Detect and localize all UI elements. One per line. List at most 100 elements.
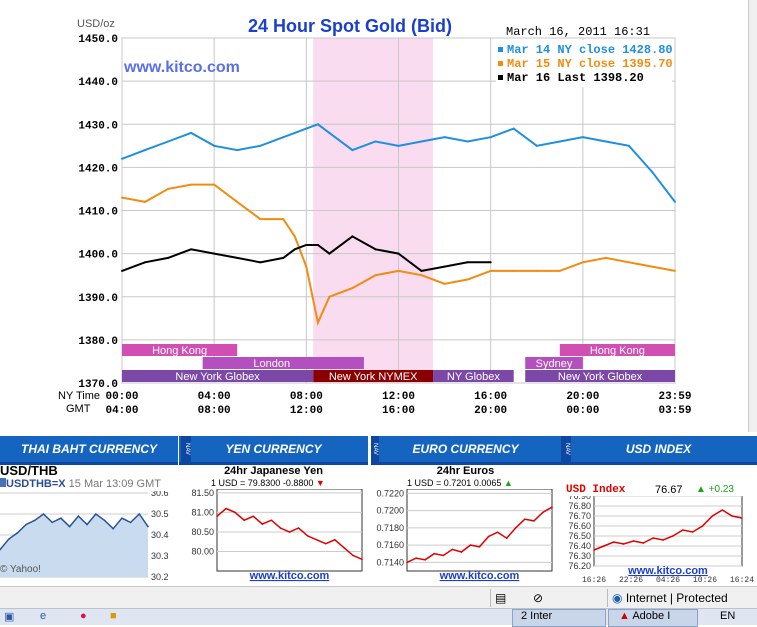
down-arrow-icon: ▼ [315, 478, 325, 488]
panel-plot-area [593, 496, 743, 567]
panel-y-tick: 0.7160 [376, 540, 404, 550]
gold-point [351, 287, 354, 290]
thai-baht-panel-header: THAI BAHT CURRENCY [0, 436, 178, 465]
panel-x-tick: 10:26 [693, 576, 717, 584]
taskbar-task-adobe[interactable]: ▲ Adobe I [608, 609, 698, 627]
euro-panel: EURO CURRENCY NAV 24hr Euros 1 USD = 0.7… [371, 436, 560, 586]
windows-taskbar: ▣ e ● ■ 2 Inter ▲ Adobe I EN [0, 608, 757, 627]
panel-y-tick: 0.7180 [376, 523, 404, 533]
gold-point [316, 123, 319, 126]
gold-point [316, 244, 319, 246]
ie-quicklaunch-icon[interactable]: e [40, 610, 47, 622]
gold-point [121, 269, 123, 272]
panel-point [632, 540, 635, 542]
taskbar-task-ie[interactable]: 2 Inter [512, 609, 606, 627]
panel-point [343, 546, 345, 549]
folder-icon[interactable]: ■ [110, 610, 117, 622]
gold-point [374, 140, 377, 143]
gold-point [581, 136, 584, 139]
x-tick-gmt: 00:00 [566, 405, 599, 417]
gold-point [144, 149, 147, 152]
x-tick-gmt: 04:00 [105, 405, 138, 417]
security-zone[interactable]: ◉ Internet | Protected Mode [607, 589, 757, 623]
gold-point [167, 140, 170, 143]
panel-point [51, 521, 54, 524]
gold-point [167, 187, 170, 190]
x-tick-ny: 20:00 [566, 391, 599, 403]
panel-point [297, 527, 300, 529]
gold-point [259, 144, 262, 147]
gold-point [328, 295, 331, 298]
euro-quote: 1 USD = 0.7201 [407, 478, 472, 488]
x-tick-ny: 00:00 [105, 391, 138, 403]
gold-point [121, 196, 123, 199]
yen-title: 24hr Japanese Yen [224, 465, 323, 477]
popup-blocker-icon[interactable]: ⊘ [533, 591, 544, 605]
yen-nav-tag[interactable]: NAV [181, 436, 191, 462]
panel-point [77, 515, 80, 517]
media-icon[interactable]: ● [80, 610, 87, 622]
usd-nav-tag[interactable]: NAV [561, 436, 571, 462]
panel-point [306, 535, 309, 537]
x-tick-gmt: 03:59 [658, 405, 691, 417]
panel-point [691, 531, 694, 533]
x-tick-gmt: 08:00 [198, 405, 231, 417]
x-tick-ny: 08:00 [290, 391, 323, 403]
panel-point [234, 511, 236, 514]
panel-point [94, 513, 97, 515]
thai-baht-panel: THAI BAHT CURRENCY USD/THB USDTHB=X 15 M… [0, 436, 178, 586]
y-tick-label: 1450.0 [78, 34, 118, 46]
x-tick-ny: 04:00 [198, 391, 231, 403]
y-tick-label: 1390.0 [78, 293, 118, 305]
gold-point [328, 252, 331, 255]
gold-point [581, 261, 584, 264]
x-tick-ny: 23:59 [658, 391, 691, 403]
page-icon[interactable]: ▤ [490, 589, 511, 607]
panel-point [225, 507, 227, 510]
gold-point [190, 183, 193, 186]
panel-point [147, 525, 149, 528]
gold-chart: Hong Kong London Hong Kong Sydney New York G… [58, 16, 692, 417]
thb-symbol[interactable]: USDTHB=X [6, 478, 66, 490]
gold-point [282, 218, 285, 221]
session-bar-6 [433, 370, 514, 382]
language-indicator[interactable]: EN [720, 610, 736, 622]
panel-point [652, 537, 654, 539]
gold-point [443, 265, 446, 268]
panel-x-tick: 16:24 [730, 576, 754, 584]
y-tick-label: 1370.0 [78, 379, 118, 391]
session-label-1: London [253, 358, 290, 370]
usd-index-chart: 76.9076.8076.7076.6076.5076.4076.3076.20… [568, 496, 754, 584]
panel-point [34, 519, 36, 522]
euro-nav-tag[interactable]: NAV [371, 436, 379, 462]
panel-point [514, 527, 517, 529]
usd-index-change: +0.23 [708, 484, 734, 495]
gold-point [627, 261, 630, 264]
panel-series-line [0, 512, 149, 551]
gold-axes: 1450.0 1440.0 1430.0 1420.0 1410.0 1400.0 1390… [78, 34, 691, 417]
panel-point [112, 527, 114, 530]
show-desktop-icon[interactable]: ▣ [4, 611, 15, 623]
gold-point [512, 127, 515, 130]
panel-point [542, 511, 544, 514]
panel-point [505, 537, 508, 539]
panel-point [672, 535, 674, 537]
panel-point [352, 554, 354, 557]
panel-point [16, 532, 19, 534]
legend-mar14: Mar 14 NY close 1428.80 [507, 43, 673, 57]
gold-point [213, 183, 216, 186]
panel-point [361, 558, 363, 561]
thb-date: 15 Mar 13:09 GMT [68, 478, 161, 490]
panel-plot-area [216, 489, 363, 572]
panel-y-tick: 76.90 [568, 496, 591, 501]
euro-panel-header: EURO CURRENCY [371, 436, 560, 465]
y-tick-label: 1420.0 [78, 163, 118, 175]
panel-y-tick: 76.60 [568, 521, 591, 531]
thb-symbol-row: USDTHB=X 15 Mar 13:09 GMT [0, 478, 175, 492]
euro-title: 24hr Euros [436, 465, 495, 477]
vertical-scrollbar[interactable] [748, 0, 757, 432]
panel-y-tick: 80.00 [191, 546, 214, 556]
legend-swatch-mar14 [498, 47, 503, 52]
panel-point [129, 521, 132, 524]
panel-point [86, 523, 88, 526]
